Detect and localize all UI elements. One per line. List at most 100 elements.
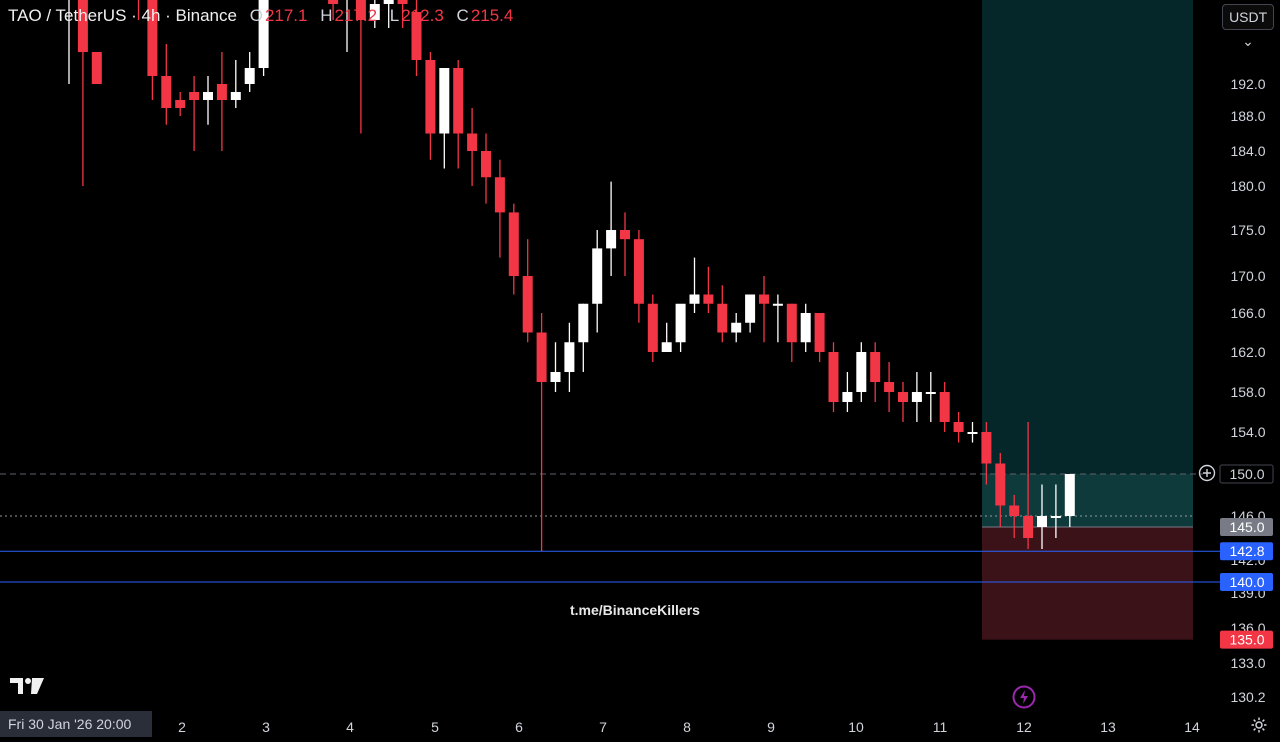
candle-24 [397,0,408,28]
candle-12 [230,60,241,108]
chevron-down-icon: ⌄ [1242,33,1254,49]
candle-body [1009,505,1020,516]
candle-body [967,432,978,434]
candle-6 [147,0,158,100]
candle-33 [522,239,533,343]
candle-body [911,392,922,402]
candle-body [800,313,811,343]
candle-body [355,0,366,20]
date-tick-label: 3 [262,719,270,735]
candle-36 [564,322,575,392]
tradingview-logo-icon[interactable] [10,676,44,696]
candle-48 [731,313,742,343]
price-tick-label: 158.0 [1230,384,1265,400]
candle-body [161,76,172,108]
plus-circle-icon[interactable] [1198,464,1216,482]
close-value: 215.4 [470,6,514,25]
price-label-text: 140.0 [1229,574,1264,590]
candle-32 [508,203,519,295]
candle-65 [967,422,978,443]
open-value: 217.1 [264,6,308,25]
candle-body [633,239,644,304]
candle-body [77,0,88,52]
candle-body [216,84,227,100]
candle-38 [592,230,603,333]
price-label-bg [1220,542,1273,561]
candle-45 [689,257,700,313]
high-label: H [320,6,333,25]
date-tick-label: 6 [515,719,523,735]
candle-body [1050,516,1061,518]
candle-54 [814,313,825,362]
candle-body [411,12,422,60]
candle-52 [786,303,797,362]
price-label-text: 150.0 [1229,466,1264,482]
high-value: 217.2 [334,6,378,25]
candle-body [995,463,1006,506]
candle-55 [828,342,839,412]
low-value: 212.3 [401,6,444,25]
candle-body [467,133,478,151]
price-labels: 150.0 145.0 142.8 140.0 135.0 [1219,464,1274,649]
candle-body [675,303,686,343]
candle-body [536,332,547,382]
candle-body [425,60,436,134]
candle-body [230,92,241,100]
price-tick-label: 180.0 [1230,178,1265,194]
candle-body [578,303,589,343]
candle-27 [439,68,450,169]
candle-63 [939,382,950,432]
time-axis[interactable]: 2 3 4 5 6 7 8 9 10 11 12 13 14 [178,719,1200,735]
stop-zone [982,527,1193,640]
date-tick-label: 14 [1184,719,1200,735]
candle-body [703,294,714,304]
close-label: C [456,6,469,25]
price-label-bg [1220,518,1273,536]
price-label-text: 145.0 [1229,519,1264,535]
candle-body [369,4,380,20]
price-tick-label: 192.0 [1230,76,1265,92]
candle-50 [759,276,769,343]
candle-39 [606,181,617,276]
candle-56 [842,372,853,412]
date-tick-label: 12 [1016,719,1032,735]
position-zones [982,0,1193,640]
target-zone-filled [982,474,1193,527]
candle-11 [216,52,227,151]
price-label-145.0: 145.0 [1220,518,1273,536]
symbol-title[interactable]: TAO / TetherUS · 4h · Binance [8,6,237,25]
candle-71 [1050,484,1061,538]
candle-body [244,68,255,84]
candle-2 [91,52,102,84]
price-tick-label: 166.0 [1230,305,1265,321]
candle-body [828,352,839,402]
candle-body [981,432,992,464]
candle-0 [68,0,70,84]
candle-body [522,276,533,333]
watermark-text: t.me/BinanceKillers [570,602,700,618]
date-tick-label: 5 [431,719,439,735]
candle-body [731,322,742,333]
candle-1 [77,0,88,186]
price-axis[interactable]: 192.0 188.0 184.0 180.0 175.0 170.0 166.0 162.0… [1230,76,1265,705]
candle-25 [411,0,422,76]
candle-26 [425,52,436,160]
candle-58 [870,342,881,402]
lightning-icon[interactable] [1012,685,1036,709]
price-label-bg [1220,630,1273,649]
open-label: O [249,6,263,25]
candle-body [550,372,561,382]
candle-body [1023,516,1034,538]
candle-body [1037,516,1047,527]
gear-icon[interactable] [1250,716,1268,734]
price-tick-label: 175.0 [1230,222,1265,238]
candle-body [592,248,603,304]
candle-body [884,382,895,392]
price-tick-label: 170.0 [1230,268,1265,284]
date-tick-label: 4 [346,719,354,735]
date-tick-label: 8 [683,719,691,735]
candle-body [258,0,269,68]
candle-51 [772,294,783,343]
currency-selector[interactable]: USDT ⌄ [1222,4,1274,49]
